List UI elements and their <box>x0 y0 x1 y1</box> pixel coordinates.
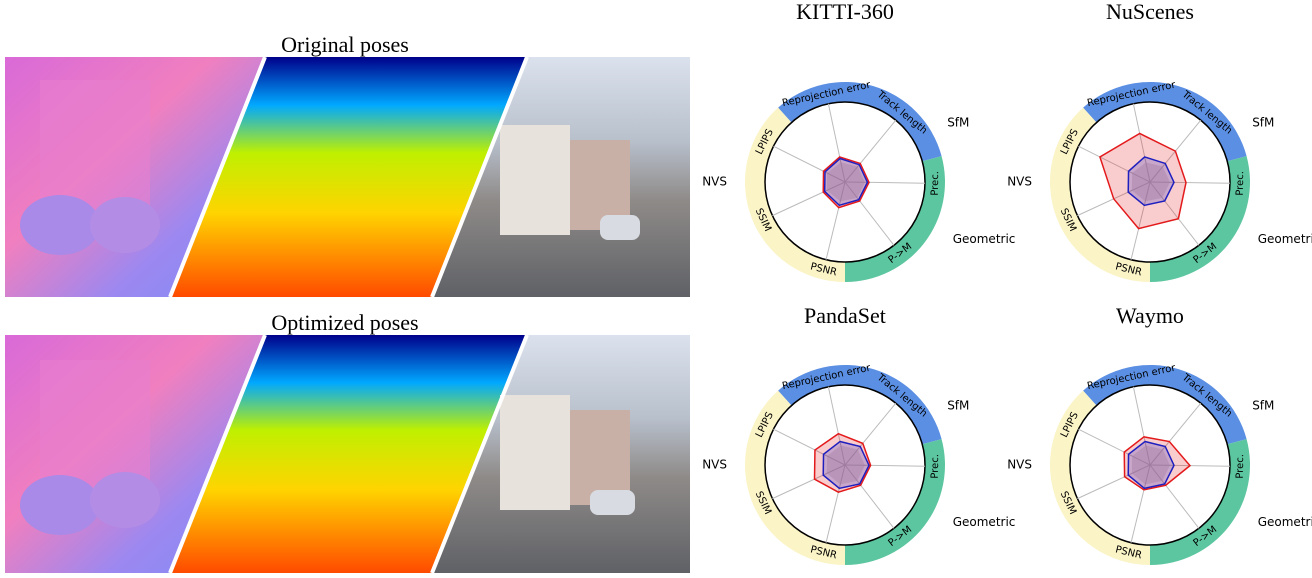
spoke <box>1130 181 1151 260</box>
spoke <box>825 181 846 260</box>
spoke <box>844 464 895 529</box>
spoke <box>844 402 897 466</box>
spoke <box>1078 145 1151 183</box>
spoke <box>827 386 846 466</box>
spoke <box>773 145 846 183</box>
group-band <box>845 439 946 565</box>
spoke <box>772 464 846 500</box>
panel-title: Original poses <box>281 32 409 57</box>
spoke <box>825 464 846 543</box>
group-band <box>745 107 845 282</box>
group-label: Geometric <box>953 515 1016 529</box>
radar-area <box>822 156 870 209</box>
group-label: SfM <box>947 399 969 413</box>
spoke <box>773 428 846 466</box>
radar-chart: WaymoSfMGeometricNVSReprojection errorTr… <box>1007 303 1312 565</box>
group-band <box>1083 81 1247 162</box>
group-band <box>744 390 845 565</box>
group-band <box>778 81 942 162</box>
group-label: NVS <box>1007 175 1032 189</box>
group-label: SfM <box>947 116 969 130</box>
axis-label: Prec. <box>1235 454 1246 479</box>
radar-area <box>823 157 869 207</box>
spoke <box>844 181 895 246</box>
group-band <box>778 364 942 445</box>
radar-area <box>1127 156 1175 207</box>
panel-title: Optimized poses <box>271 310 418 335</box>
group-label: NVS <box>702 458 727 472</box>
radar-area <box>822 440 870 490</box>
spoke <box>1078 428 1151 466</box>
group-label: NVS <box>702 175 727 189</box>
chart-title: Waymo <box>1116 303 1184 328</box>
group-band <box>1049 390 1150 565</box>
spoke <box>1130 464 1151 543</box>
spoke <box>1149 402 1202 466</box>
radar-area <box>1127 440 1175 490</box>
spoke <box>1132 386 1151 466</box>
radar-area <box>1123 436 1192 491</box>
axis-label: Prec. <box>930 171 941 196</box>
spoke <box>844 119 897 183</box>
radar-area <box>813 432 872 494</box>
chart-title: KITTI-360 <box>796 0 894 24</box>
group-band <box>845 156 946 282</box>
group-label: NVS <box>1007 458 1032 472</box>
chart-title: PandaSet <box>804 303 886 328</box>
spoke <box>772 181 846 217</box>
radar-area <box>1099 132 1187 230</box>
spoke <box>1149 181 1230 184</box>
group-label: Geometric <box>953 232 1016 246</box>
axis-label: Prec. <box>1235 171 1246 196</box>
group-band <box>1049 107 1150 282</box>
spoke <box>1132 103 1151 183</box>
spoke <box>827 103 846 183</box>
group-label: Geometric <box>1258 515 1312 529</box>
chart-title: NuScenes <box>1106 0 1194 24</box>
spoke <box>1077 464 1151 500</box>
group-band <box>1150 439 1250 565</box>
group-label: SfM <box>1252 399 1274 413</box>
group-label: Geometric <box>1258 232 1312 246</box>
axis-label: Prec. <box>930 454 941 479</box>
spoke <box>1149 464 1200 529</box>
spoke <box>844 181 925 184</box>
image-optimized <box>5 334 690 574</box>
group-band <box>1083 365 1247 445</box>
spoke <box>1149 181 1200 246</box>
radar-chart: NuScenesSfMGeometricNVSReprojection erro… <box>1007 0 1312 282</box>
group-label: SfM <box>1252 116 1274 130</box>
spoke <box>844 464 925 467</box>
group-band <box>1150 156 1250 282</box>
image-original <box>5 56 690 298</box>
